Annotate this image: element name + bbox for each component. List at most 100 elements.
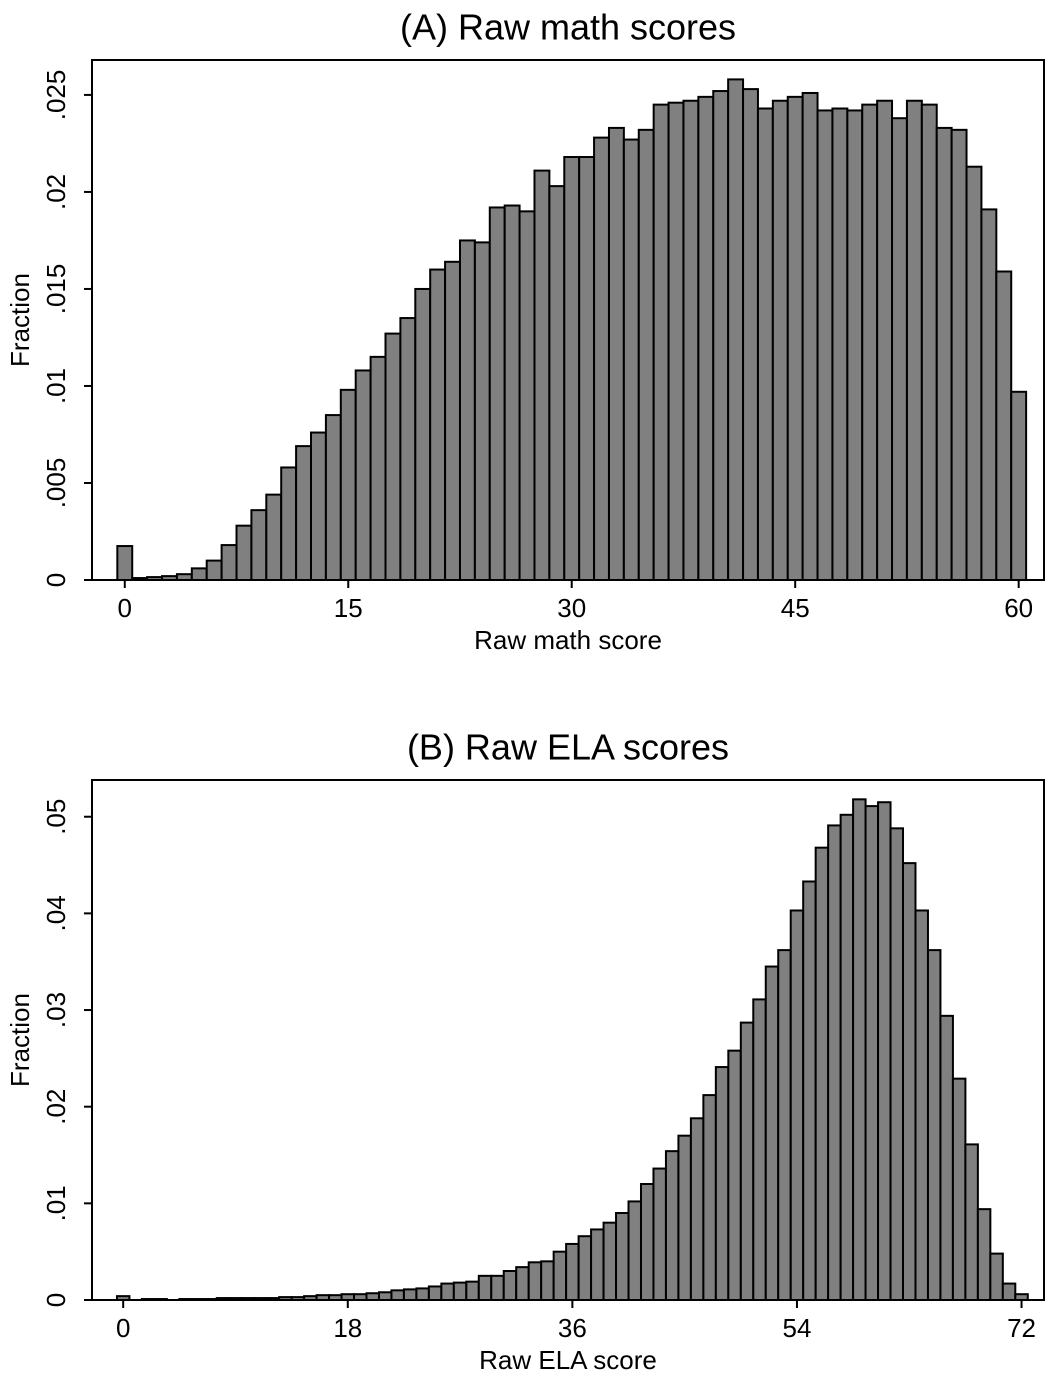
bar	[771, 99, 789, 581]
bar	[399, 317, 417, 581]
bar	[926, 949, 942, 1301]
bar	[503, 204, 521, 581]
bar	[365, 1292, 380, 1302]
y-tick-label: .02	[41, 1089, 71, 1125]
bar	[965, 165, 983, 581]
bar	[816, 109, 834, 582]
bar	[440, 1282, 455, 1301]
bar	[280, 466, 298, 581]
bar	[727, 78, 745, 581]
bar	[1010, 390, 1028, 581]
y-tick-label: .01	[41, 1185, 71, 1221]
bar	[250, 509, 268, 582]
bar	[473, 241, 491, 581]
bar	[602, 1221, 618, 1302]
bar	[452, 1281, 468, 1301]
bar	[427, 1285, 443, 1301]
bar	[414, 287, 432, 581]
bar	[689, 1117, 705, 1301]
bar	[384, 332, 402, 581]
bar	[891, 117, 908, 581]
bar	[902, 862, 917, 1301]
bar	[465, 1280, 480, 1302]
x-tick-label: 60	[1004, 593, 1033, 623]
y-tick-label: .03	[41, 992, 71, 1028]
bar	[339, 388, 357, 581]
y-tick-label: .04	[41, 895, 71, 931]
bar	[752, 998, 767, 1301]
x-tick-label: 72	[1007, 1313, 1036, 1343]
bar	[742, 88, 759, 581]
bar	[827, 824, 842, 1301]
bar	[980, 208, 998, 581]
bar	[801, 91, 819, 581]
bar	[477, 1274, 493, 1301]
bar	[950, 128, 968, 582]
x-axis-label: Raw ELA score	[479, 1345, 657, 1375]
x-tick-label: 36	[558, 1313, 587, 1343]
bar	[533, 169, 551, 581]
y-tick-label: .05	[41, 799, 71, 835]
bar	[577, 1235, 593, 1301]
y-axis-label: Fraction	[5, 993, 35, 1087]
bar	[989, 1252, 1004, 1302]
x-tick-label: 0	[118, 593, 132, 623]
bar	[697, 95, 715, 582]
bar	[802, 880, 817, 1301]
bar	[590, 1228, 605, 1301]
bar	[402, 1288, 418, 1302]
bar	[415, 1287, 430, 1302]
x-tick-label: 30	[557, 593, 586, 623]
y-tick-label: 0	[41, 1293, 71, 1307]
bar	[739, 1021, 755, 1301]
bar	[667, 101, 685, 582]
bar	[552, 1250, 568, 1301]
bar	[548, 185, 566, 581]
bar	[889, 827, 905, 1301]
bar	[637, 128, 655, 582]
bar	[864, 805, 880, 1302]
plot-frame	[91, 59, 1045, 581]
x-tick-label: 15	[334, 593, 363, 623]
bar	[627, 1200, 642, 1301]
bar	[914, 909, 929, 1301]
bar	[607, 126, 625, 581]
bar	[235, 524, 253, 581]
bar	[861, 103, 879, 582]
y-tick-label: .015	[41, 264, 71, 315]
bar	[377, 1291, 393, 1302]
bar	[677, 1134, 692, 1302]
chart-title: (A) Raw math scores	[400, 7, 736, 48]
bar	[764, 965, 780, 1301]
x-axis-label: Raw math score	[474, 625, 662, 655]
x-tick-label: 0	[116, 1313, 130, 1343]
bar	[615, 1212, 630, 1301]
y-tick-label: .02	[41, 174, 71, 210]
bar	[995, 270, 1013, 581]
bar	[876, 99, 894, 581]
bar	[527, 1261, 543, 1301]
bar	[220, 544, 238, 582]
bar	[205, 559, 223, 581]
bar	[488, 206, 506, 582]
bar	[310, 431, 327, 582]
bar	[920, 103, 938, 582]
bar	[777, 949, 792, 1301]
bar	[458, 239, 476, 581]
bar	[354, 369, 372, 581]
bar	[702, 1094, 717, 1301]
bar	[490, 1274, 505, 1301]
bar	[976, 1208, 992, 1302]
x-tick-label: 45	[781, 593, 810, 623]
bar	[714, 1066, 730, 1302]
bar	[652, 1167, 667, 1301]
bar	[814, 846, 830, 1302]
bar	[664, 1150, 680, 1302]
bar	[502, 1270, 518, 1301]
bar	[846, 109, 864, 582]
bar	[682, 99, 700, 581]
bar	[639, 1183, 655, 1302]
bar	[116, 545, 134, 582]
bar	[565, 1242, 580, 1302]
